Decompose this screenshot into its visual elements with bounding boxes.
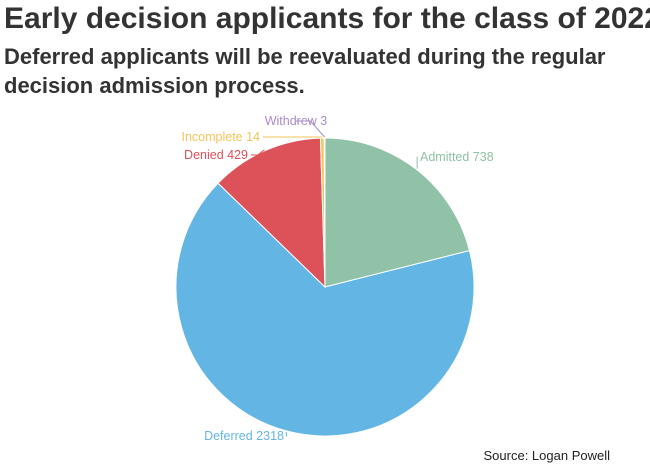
source-note: Source: Logan Powell: [483, 448, 610, 463]
chart-subtitle: Deferred applicants will be reevaluated …: [4, 44, 606, 98]
label-deferred: Deferred 2318: [204, 429, 284, 443]
slice-labels: Admitted 738 Deferred 2318 Denied 429 Incom…: [181, 114, 493, 443]
slice-withdrew: [323, 137, 326, 288]
slice-denied: [217, 137, 326, 289]
leader-deferred: [285, 431, 288, 437]
slice-deferred: [175, 182, 475, 437]
chart-title: Early decision applicants for the class …: [4, 2, 650, 35]
slice-admitted: [324, 137, 471, 288]
label-admitted: Admitted 738: [420, 150, 494, 164]
label-denied: Denied 429: [184, 148, 248, 162]
label-withdrew: Withdrew 3: [265, 114, 328, 128]
label-incomplete: Incomplete 14: [181, 130, 260, 144]
leader-withdrew: [296, 120, 325, 138]
pie-slices: [175, 137, 475, 437]
leader-lines: [251, 120, 418, 437]
leader-denied: [251, 149, 265, 156]
